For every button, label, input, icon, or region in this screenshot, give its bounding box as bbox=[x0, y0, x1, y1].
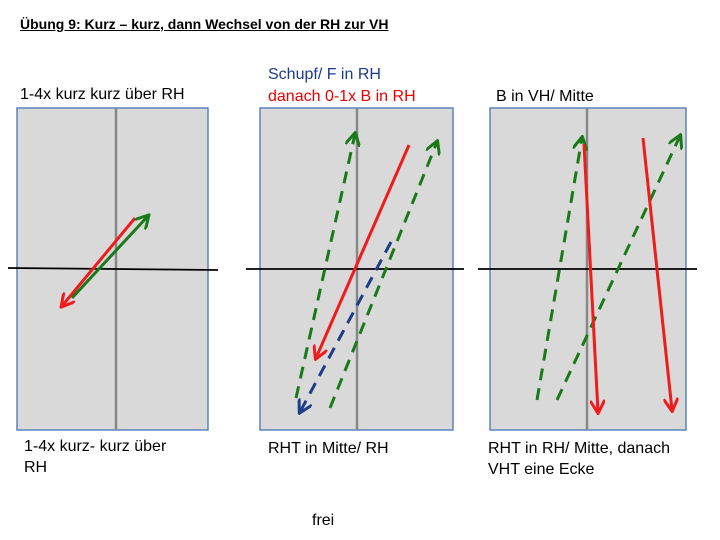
green-arrow bbox=[70, 216, 148, 300]
panel3-bottom-label-1: RHT in RH/ Mitte, danach bbox=[488, 440, 670, 457]
green-dashed-arrow-right bbox=[328, 142, 437, 409]
green-dashed-arrow-left bbox=[294, 134, 355, 399]
red-arrow bbox=[316, 144, 411, 358]
panel1-top-label: 1-4x kurz kurz über RH bbox=[20, 86, 185, 103]
panel1-bottom-label-2: RH bbox=[24, 459, 48, 476]
panel2-top-label-1: Schupf/ F in RH bbox=[268, 66, 381, 83]
green-dashed-arrow-right bbox=[555, 136, 680, 401]
net-line bbox=[7, 267, 219, 271]
green-dashed-arrow-left bbox=[535, 138, 582, 401]
red-arrow-right bbox=[641, 137, 672, 410]
red-arrow-left bbox=[582, 143, 598, 412]
panel2-table bbox=[246, 107, 464, 431]
panel2-bottom-label: RHT in Mitte/ RH bbox=[268, 440, 389, 457]
footer-text: frei bbox=[312, 512, 335, 529]
panel3-bottom-label-2: VHT eine Ecke bbox=[488, 461, 595, 478]
panel2-top-label-2: danach 0-1x B in RH bbox=[268, 88, 416, 105]
red-arrow bbox=[62, 217, 137, 306]
page-title: Übung 9: Kurz – kurz, dann Wechsel von d… bbox=[20, 16, 389, 32]
panel3-table bbox=[478, 107, 697, 431]
panel1-bottom-label-1: 1-4x kurz- kurz über bbox=[24, 438, 167, 455]
blue-dashed-arrow bbox=[300, 241, 393, 412]
panel3-top-label: B in VH/ Mitte bbox=[496, 88, 594, 105]
panel1-table bbox=[7, 107, 219, 431]
